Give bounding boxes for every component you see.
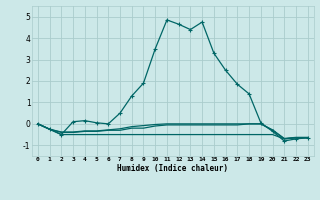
X-axis label: Humidex (Indice chaleur): Humidex (Indice chaleur) bbox=[117, 164, 228, 173]
